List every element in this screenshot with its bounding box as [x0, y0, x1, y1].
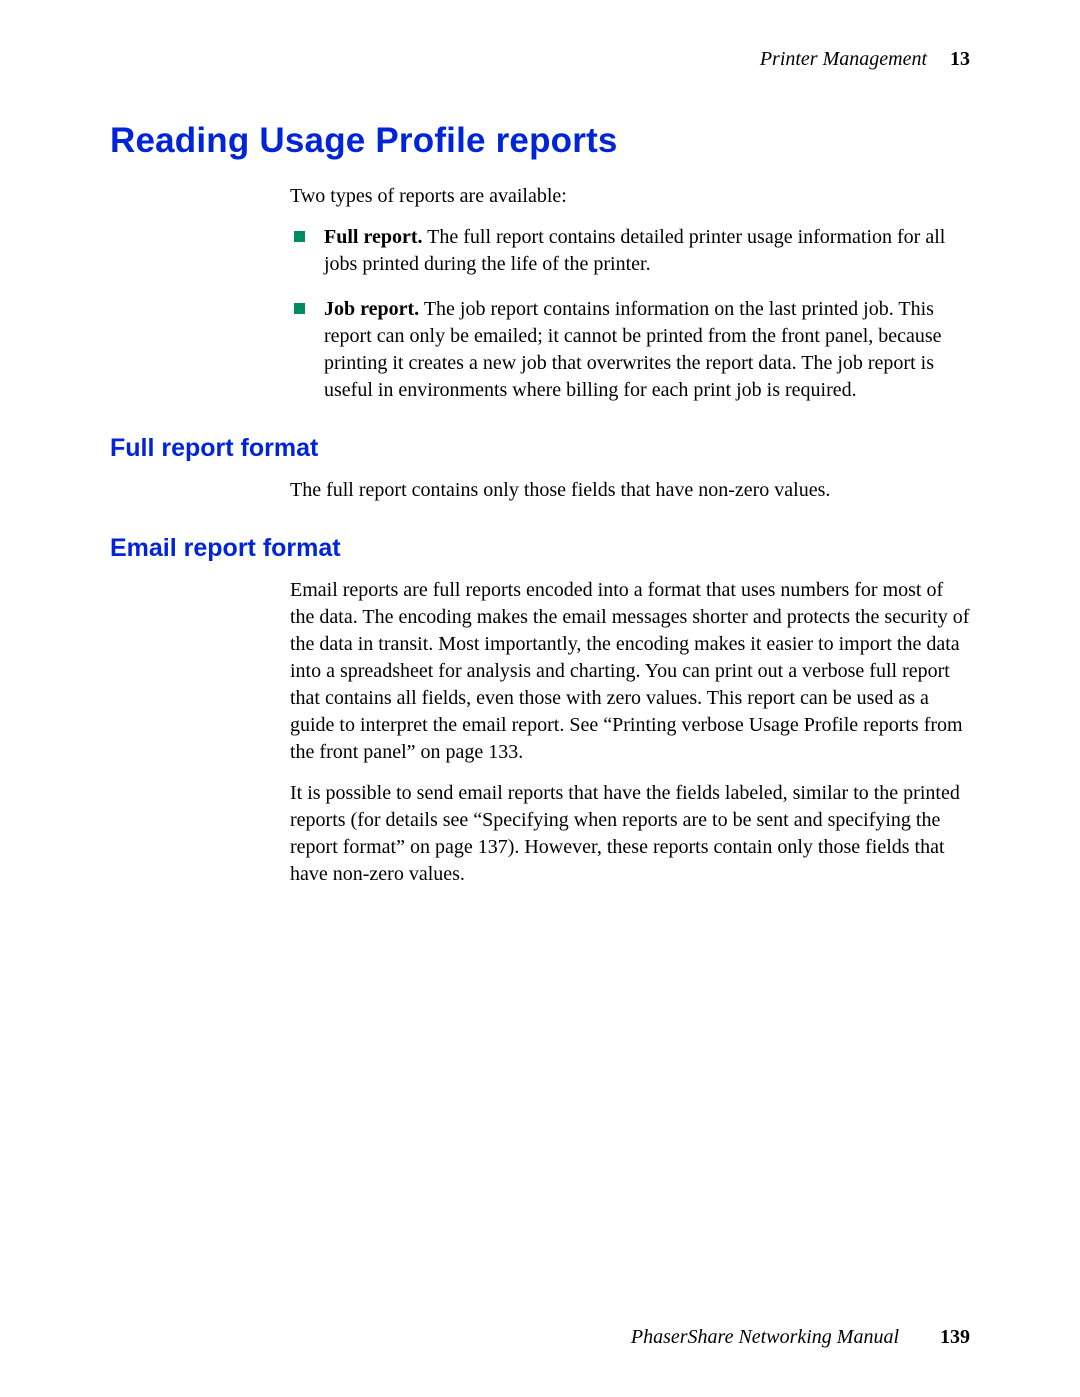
report-types-list: Full report. The full report contains de… — [290, 224, 970, 404]
paragraph: Email reports are full reports encoded i… — [290, 577, 970, 766]
footer-manual-title: PhaserShare Networking Manual — [631, 1326, 899, 1348]
header-chapter-number: 13 — [950, 48, 970, 70]
footer-page-number: 139 — [940, 1326, 970, 1348]
running-footer: PhaserShare Networking Manual 139 — [631, 1326, 970, 1349]
section-body: The full report contains only those fiel… — [290, 477, 970, 504]
intro-block: Two types of reports are available: Full… — [290, 183, 970, 404]
intro-text: Two types of reports are available: — [290, 183, 970, 210]
page-title: Reading Usage Profile reports — [110, 121, 970, 161]
list-item: Job report. The job report contains info… — [290, 296, 970, 404]
section-body: Email reports are full reports encoded i… — [290, 577, 970, 888]
header-section-title: Printer Management — [760, 48, 927, 70]
section-heading-email-report: Email report format — [110, 534, 970, 563]
paragraph: The full report contains only those fiel… — [290, 477, 970, 504]
running-header: Printer Management 13 — [110, 48, 970, 71]
section-heading-full-report: Full report format — [110, 434, 970, 463]
page: Printer Management 13 Reading Usage Prof… — [0, 0, 1080, 1397]
paragraph: It is possible to send email reports tha… — [290, 780, 970, 888]
list-item: Full report. The full report contains de… — [290, 224, 970, 278]
bullet-label: Full report. — [324, 226, 423, 248]
bullet-label: Job report. — [324, 298, 419, 320]
